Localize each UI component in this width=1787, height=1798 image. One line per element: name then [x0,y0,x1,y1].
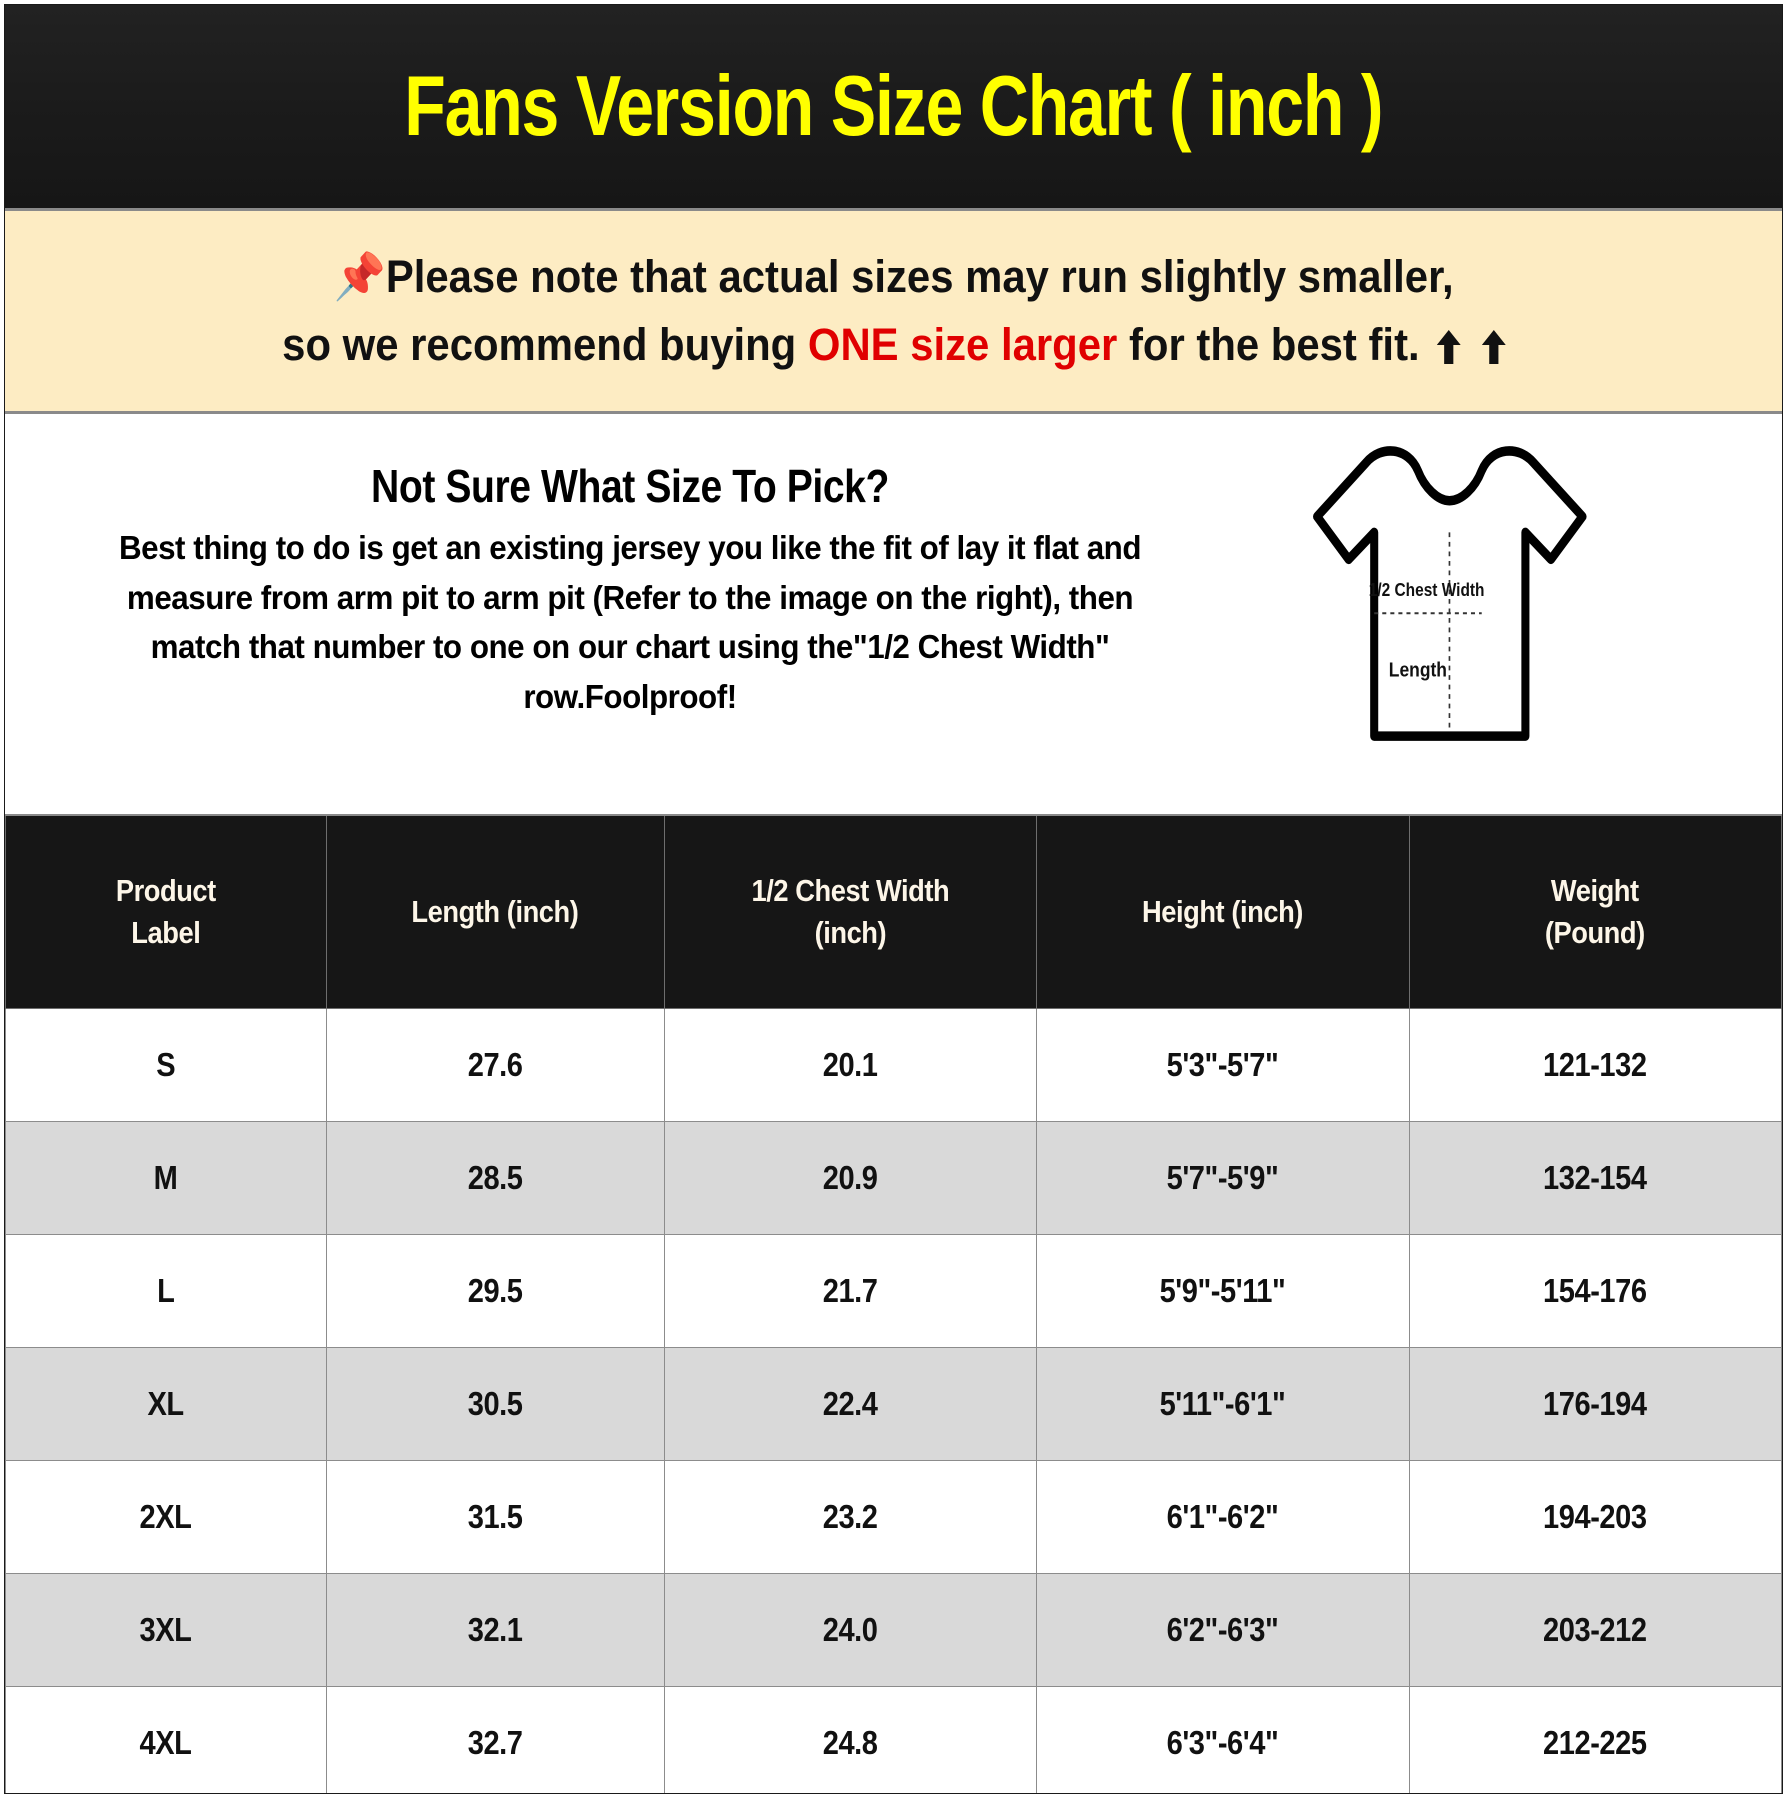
svg-text:1/2 Chest Width: 1/2 Chest Width [1369,580,1485,600]
svg-text:Length: Length [1389,659,1447,682]
